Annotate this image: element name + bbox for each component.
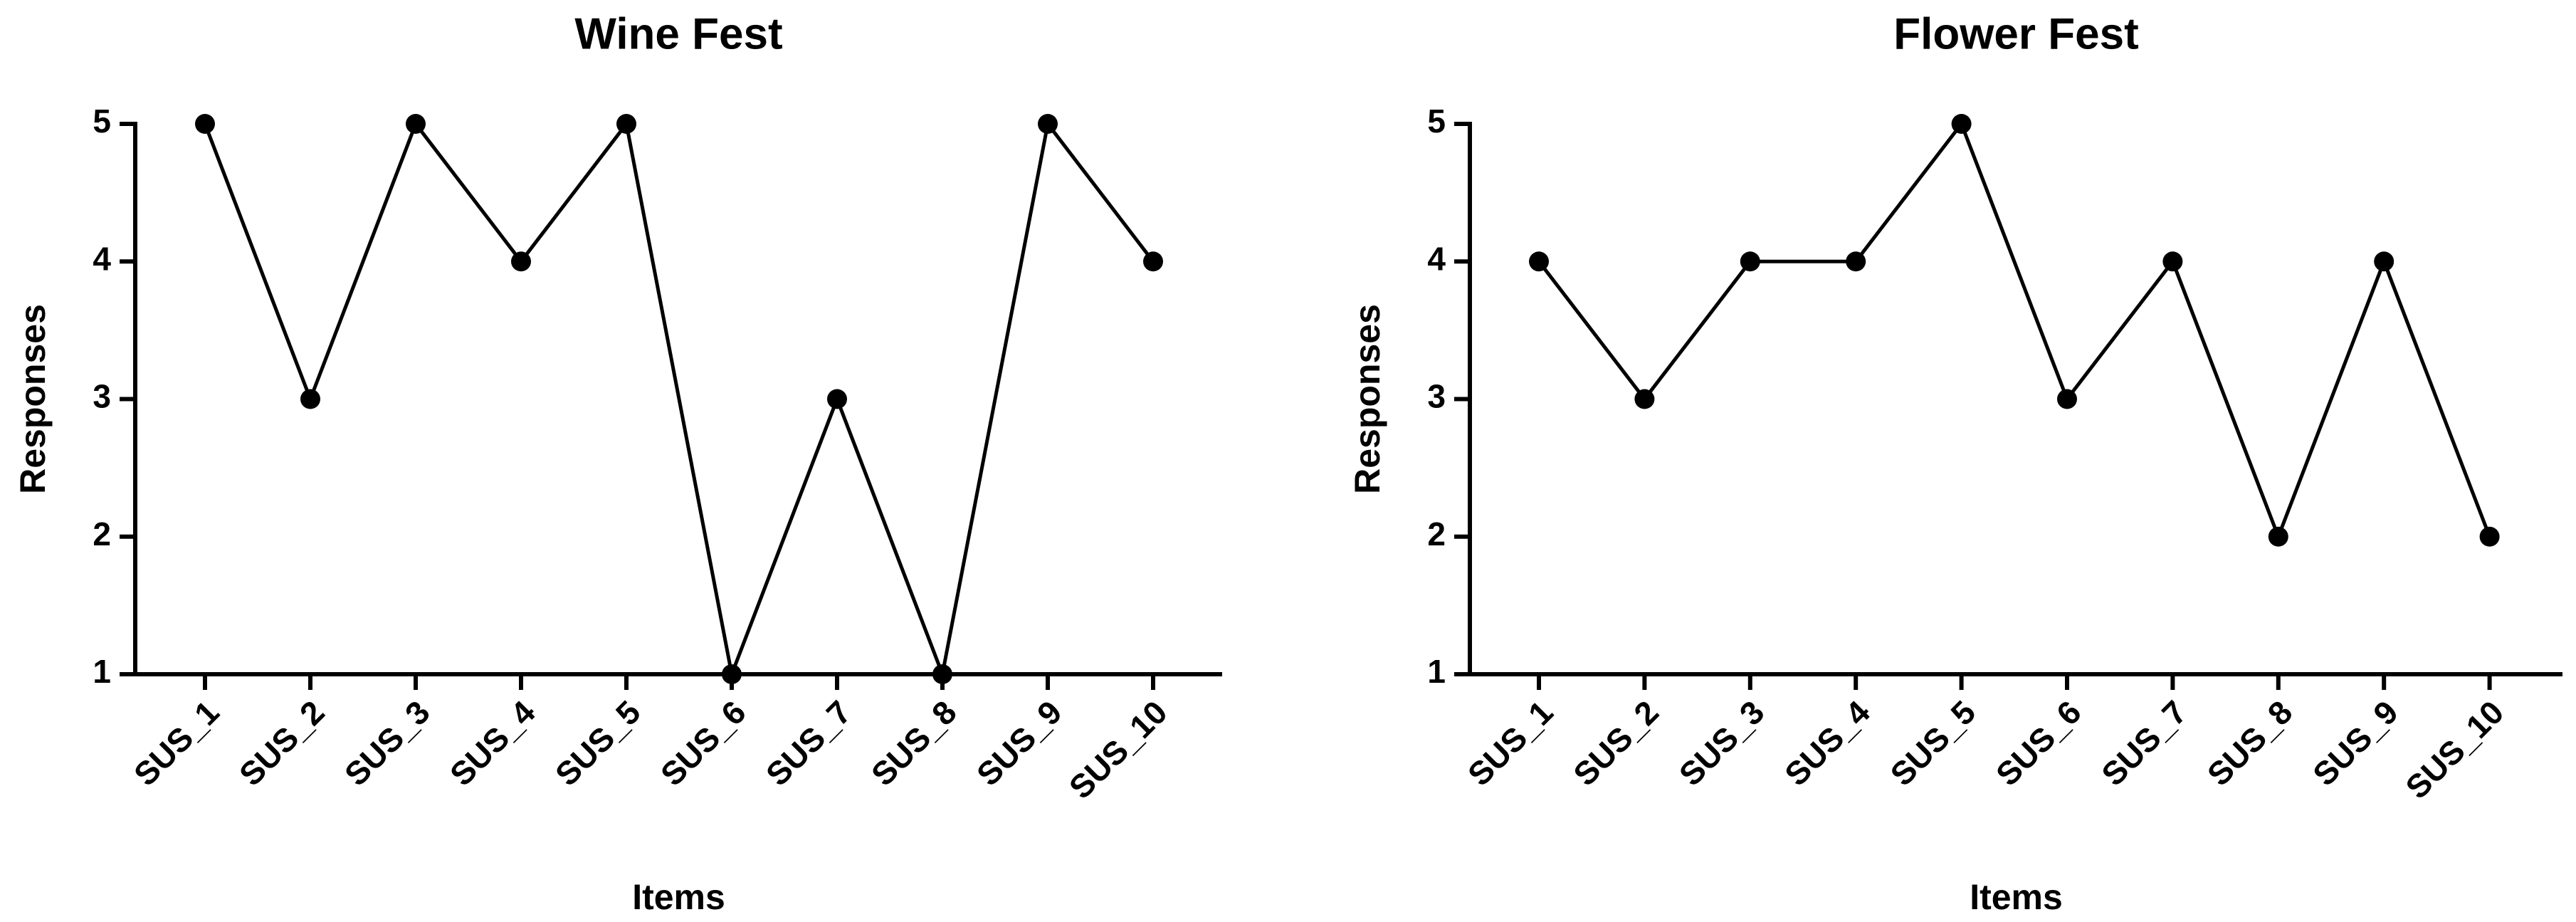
y-tick-label: 3	[1427, 378, 1446, 415]
data-point	[722, 664, 742, 684]
data-point	[1529, 251, 1549, 272]
x-tick-label: SUS_1	[1461, 693, 1560, 793]
y-tick-label: 2	[1427, 515, 1446, 552]
x-tick-label: SUS_6	[653, 693, 753, 793]
x-tick-label: SUS_4	[1777, 693, 1877, 793]
x-tick-label: SUS_10	[2398, 693, 2511, 806]
data-point	[932, 664, 952, 684]
x-tick-label: SUS_2	[1566, 693, 1666, 793]
y-tick-label: 2	[93, 515, 111, 552]
data-point	[1038, 114, 1058, 134]
x-tick-label: SUS_2	[232, 693, 332, 793]
data-point	[2479, 526, 2500, 547]
chart-title: Flower Fest	[1893, 9, 2139, 58]
x-tick-label: SUS_8	[2200, 693, 2300, 793]
x-tick-label: SUS_8	[864, 693, 964, 793]
data-point	[1634, 389, 1655, 409]
data-line	[1537, 120, 2491, 542]
x-tick-label: SUS_9	[969, 693, 1069, 793]
y-tick-label: 1	[1427, 653, 1446, 690]
y-tick-label: 5	[93, 103, 111, 140]
data-point	[2374, 251, 2394, 272]
x-tick-label: SUS_6	[1989, 693, 2088, 793]
data-point	[1846, 251, 1866, 272]
x-tick-label: SUS_3	[337, 693, 437, 793]
x-axis-label: Items	[632, 877, 725, 917]
data-point	[1740, 251, 1760, 272]
data-point	[2162, 251, 2183, 272]
x-tick-label: SUS_5	[1883, 693, 1982, 793]
data-point	[616, 114, 636, 134]
x-tick-label: SUS_3	[1672, 693, 1772, 793]
chart-title: Wine Fest	[574, 9, 782, 58]
y-axis-label: Responses	[13, 304, 53, 494]
x-tick-label: SUS_7	[759, 693, 858, 793]
y-axis-label: Responses	[1347, 304, 1387, 494]
x-tick-label: SUS_9	[2306, 693, 2405, 793]
x-tick-label: SUS_5	[548, 693, 648, 793]
y-tick-label: 3	[93, 378, 111, 415]
y-tick-label: 4	[1427, 240, 1446, 277]
data-point	[2057, 389, 2077, 409]
x-tick-label: SUS_4	[443, 693, 542, 793]
data-point	[2268, 526, 2288, 547]
data-point	[1951, 114, 1972, 134]
data-point	[1143, 251, 1163, 272]
x-tick-label: SUS_1	[127, 693, 226, 793]
y-tick-label: 5	[1427, 103, 1446, 140]
x-tick-label: SUS_7	[2094, 693, 2194, 793]
data-point	[511, 251, 531, 272]
data-point	[827, 389, 847, 409]
y-tick-label: 1	[93, 653, 111, 690]
data-line	[203, 120, 1155, 681]
data-point	[195, 114, 215, 134]
x-axis-label: Items	[1970, 877, 2063, 917]
y-tick-label: 4	[93, 240, 111, 277]
data-point	[406, 114, 426, 134]
x-tick-label: SUS_10	[1062, 693, 1174, 806]
data-point	[300, 389, 320, 409]
